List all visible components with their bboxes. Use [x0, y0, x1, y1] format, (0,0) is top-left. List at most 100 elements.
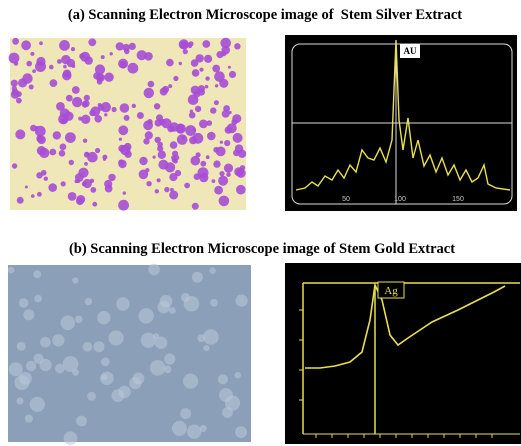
particle [33, 270, 41, 278]
particle [175, 170, 181, 176]
particle [85, 56, 93, 64]
particle [150, 360, 166, 376]
particle [109, 330, 124, 345]
particle [236, 185, 246, 195]
particle [172, 151, 178, 157]
particle [40, 337, 51, 348]
particle [68, 192, 77, 201]
particle [60, 144, 67, 151]
particle [222, 110, 230, 118]
particle [119, 138, 122, 141]
particle [240, 165, 245, 170]
particle [199, 68, 203, 72]
particle [213, 160, 220, 167]
particle [98, 103, 102, 107]
figure: (a) Scanning Electron Microscope image o… [0, 0, 521, 446]
particle [30, 52, 34, 56]
particle [226, 172, 231, 177]
particle [220, 141, 223, 144]
particle [66, 95, 73, 102]
particle [9, 362, 23, 376]
particle [61, 181, 66, 186]
particle [233, 133, 243, 143]
particle [139, 308, 154, 323]
particle [236, 295, 248, 307]
particle [184, 296, 200, 312]
particle [90, 179, 94, 183]
particle [180, 408, 191, 419]
particle [205, 85, 209, 89]
particle [87, 392, 96, 401]
particle [25, 415, 33, 423]
particle [61, 316, 76, 331]
particle [170, 141, 178, 149]
particle [112, 107, 117, 112]
particle [137, 112, 144, 119]
particle [41, 170, 47, 176]
particle [197, 334, 205, 342]
spectrum-silver: AU 50 100 150 [285, 35, 517, 211]
particle [224, 140, 230, 146]
particle [143, 120, 153, 130]
particle [108, 174, 115, 181]
particle [155, 189, 159, 193]
particle [123, 191, 126, 194]
particle [75, 316, 83, 324]
particle [83, 342, 93, 352]
particle [164, 187, 169, 192]
particle [101, 102, 111, 112]
particle [206, 155, 210, 159]
particle [235, 144, 243, 152]
particle [53, 131, 61, 139]
particle [234, 43, 240, 49]
particle [183, 49, 188, 54]
particle [39, 148, 49, 158]
particle [158, 301, 171, 314]
particle [214, 186, 223, 195]
particle [59, 150, 66, 157]
particle [221, 51, 226, 56]
particle [212, 65, 220, 73]
particle [92, 202, 97, 207]
particle [218, 176, 228, 186]
particle [203, 329, 219, 345]
particle [162, 86, 169, 93]
particle [118, 145, 125, 152]
particle [192, 69, 200, 77]
particle [76, 416, 87, 427]
particle [156, 114, 163, 121]
particle [169, 307, 176, 314]
particle [65, 132, 76, 143]
particle [127, 63, 138, 74]
particle [158, 160, 168, 170]
particle [59, 40, 70, 51]
particle [14, 61, 19, 66]
particle [17, 197, 24, 204]
particle [148, 264, 160, 276]
particle [19, 372, 32, 385]
particle [72, 64, 76, 68]
particle [219, 171, 224, 176]
particle [94, 341, 105, 352]
particle [120, 103, 130, 113]
particle [173, 159, 178, 164]
particle [179, 62, 182, 65]
particle [32, 69, 36, 73]
particle [81, 115, 90, 124]
particle [120, 61, 127, 68]
particle [229, 71, 236, 78]
particle [39, 41, 43, 45]
particle [155, 336, 168, 349]
particle [30, 397, 45, 412]
caption: (a) Scanning Electron Microscope image o… [68, 7, 462, 23]
particle [144, 88, 154, 98]
particle [200, 425, 207, 432]
particle [157, 178, 161, 182]
particle [105, 185, 113, 193]
particle [50, 79, 58, 87]
particle [52, 334, 64, 346]
particle [207, 132, 216, 141]
spectrum-gold: Ag [285, 263, 521, 444]
particle [78, 117, 82, 121]
particle [132, 104, 136, 108]
